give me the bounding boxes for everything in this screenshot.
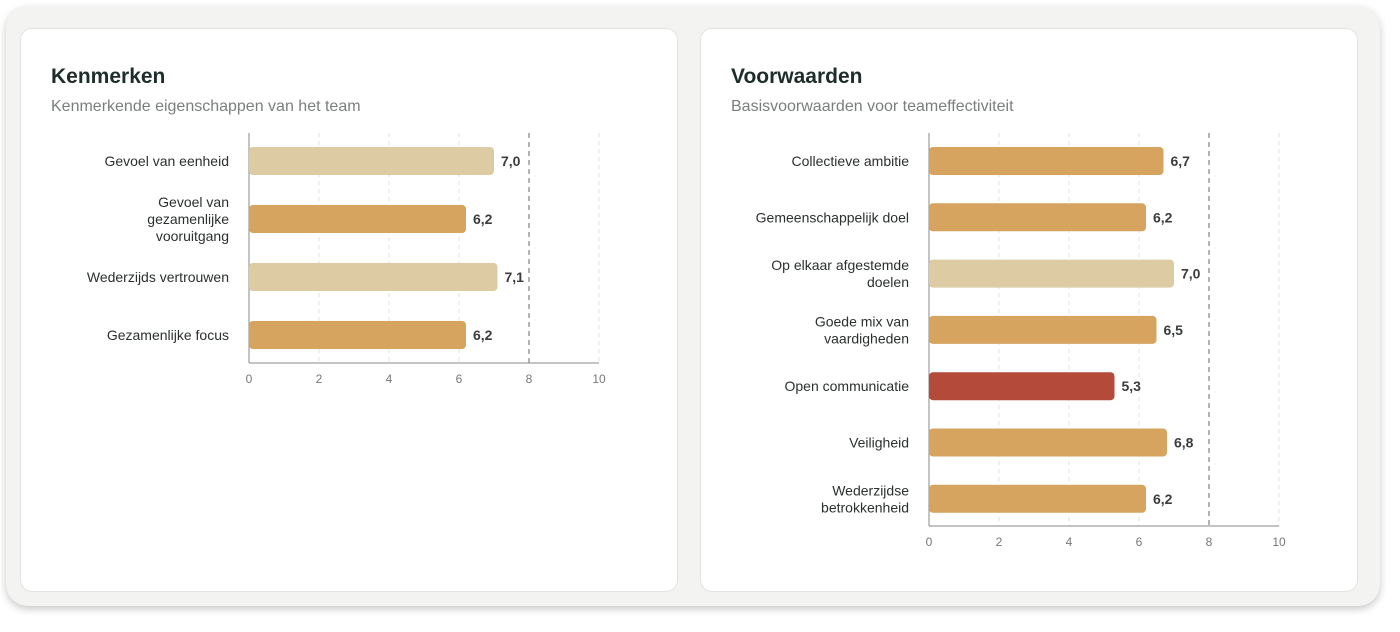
card-voorwaarden: Voorwaarden Basisvoorwaarden voor teamef…	[700, 28, 1358, 592]
x-tick-label: 6	[1136, 535, 1143, 549]
bar	[249, 205, 466, 233]
category-label: Wederzijdse betrokkenheid	[821, 482, 909, 515]
category-label: Veiligheid	[849, 435, 909, 451]
x-tick-label: 4	[1066, 535, 1073, 549]
x-tick-label: 4	[386, 372, 393, 386]
category-label: Gezamenlijke focus	[107, 327, 229, 343]
data-label: 6,7	[1171, 153, 1191, 169]
kenmerken-bar-chart: 0 2 4 6 8 10 7,0 Gevoel van eenheid 6,2 Gevoel va…	[87, 133, 606, 386]
data-label: 7,0	[501, 153, 521, 169]
category-label: Goede mix van vaardigheden	[815, 313, 909, 346]
dashboard-frame: Kenmerken Kenmerkende eigenschappen van …	[6, 6, 1380, 606]
category-label: Collectieve ambitie	[792, 153, 910, 169]
x-tick-label: 2	[996, 535, 1003, 549]
x-tick-label: 2	[316, 372, 323, 386]
x-tick-label: 8	[1206, 535, 1213, 549]
bar	[249, 321, 466, 349]
bar	[249, 263, 498, 291]
x-tick-label: 0	[246, 372, 253, 386]
data-label: 6,2	[473, 327, 493, 343]
category-label: Gemeenschappelijk doel	[756, 209, 909, 225]
bar	[929, 315, 1157, 344]
category-label: Op elkaar afgestemde doelen	[771, 257, 909, 290]
bar	[929, 203, 1146, 232]
bar	[249, 147, 494, 175]
card-title: Kenmerken	[51, 65, 166, 88]
data-label: 6,5	[1164, 322, 1184, 338]
category-label: Wederzijds vertrouwen	[87, 269, 229, 285]
data-label: 7,0	[1181, 266, 1201, 282]
card-title: Voorwaarden	[731, 65, 863, 88]
data-label: 5,3	[1122, 378, 1142, 394]
data-label: 6,2	[1153, 209, 1173, 225]
card-kenmerken: Kenmerken Kenmerkende eigenschappen van …	[20, 28, 678, 592]
voorwaarden-bar-chart: 0 2 4 6 8 10 6,7 Collectieve ambitie 6,2 Gemeensc…	[756, 133, 1286, 549]
x-tick-label: 10	[592, 372, 606, 386]
data-label: 6,2	[1153, 491, 1173, 507]
category-label: Gevoel van eenheid	[104, 153, 229, 169]
x-tick-label: 10	[1272, 535, 1286, 549]
data-label: 6,2	[473, 211, 493, 227]
bar	[929, 372, 1115, 401]
bar	[929, 147, 1164, 175]
bar	[929, 484, 1146, 513]
data-label: 6,8	[1174, 435, 1194, 451]
x-tick-label: 6	[456, 372, 463, 386]
card-subtitle: Basisvoorwaarden voor teameffectiviteit	[731, 98, 1014, 115]
bar	[929, 259, 1174, 288]
bar	[929, 428, 1167, 457]
x-tick-label: 0	[926, 535, 933, 549]
data-label: 7,1	[505, 269, 525, 285]
x-tick-label: 8	[526, 372, 533, 386]
card-subtitle: Kenmerkende eigenschappen van het team	[51, 98, 361, 115]
category-label: Open communicatie	[784, 378, 909, 394]
category-label: Gevoel van gezamenlijke vooruitgang	[147, 194, 229, 244]
